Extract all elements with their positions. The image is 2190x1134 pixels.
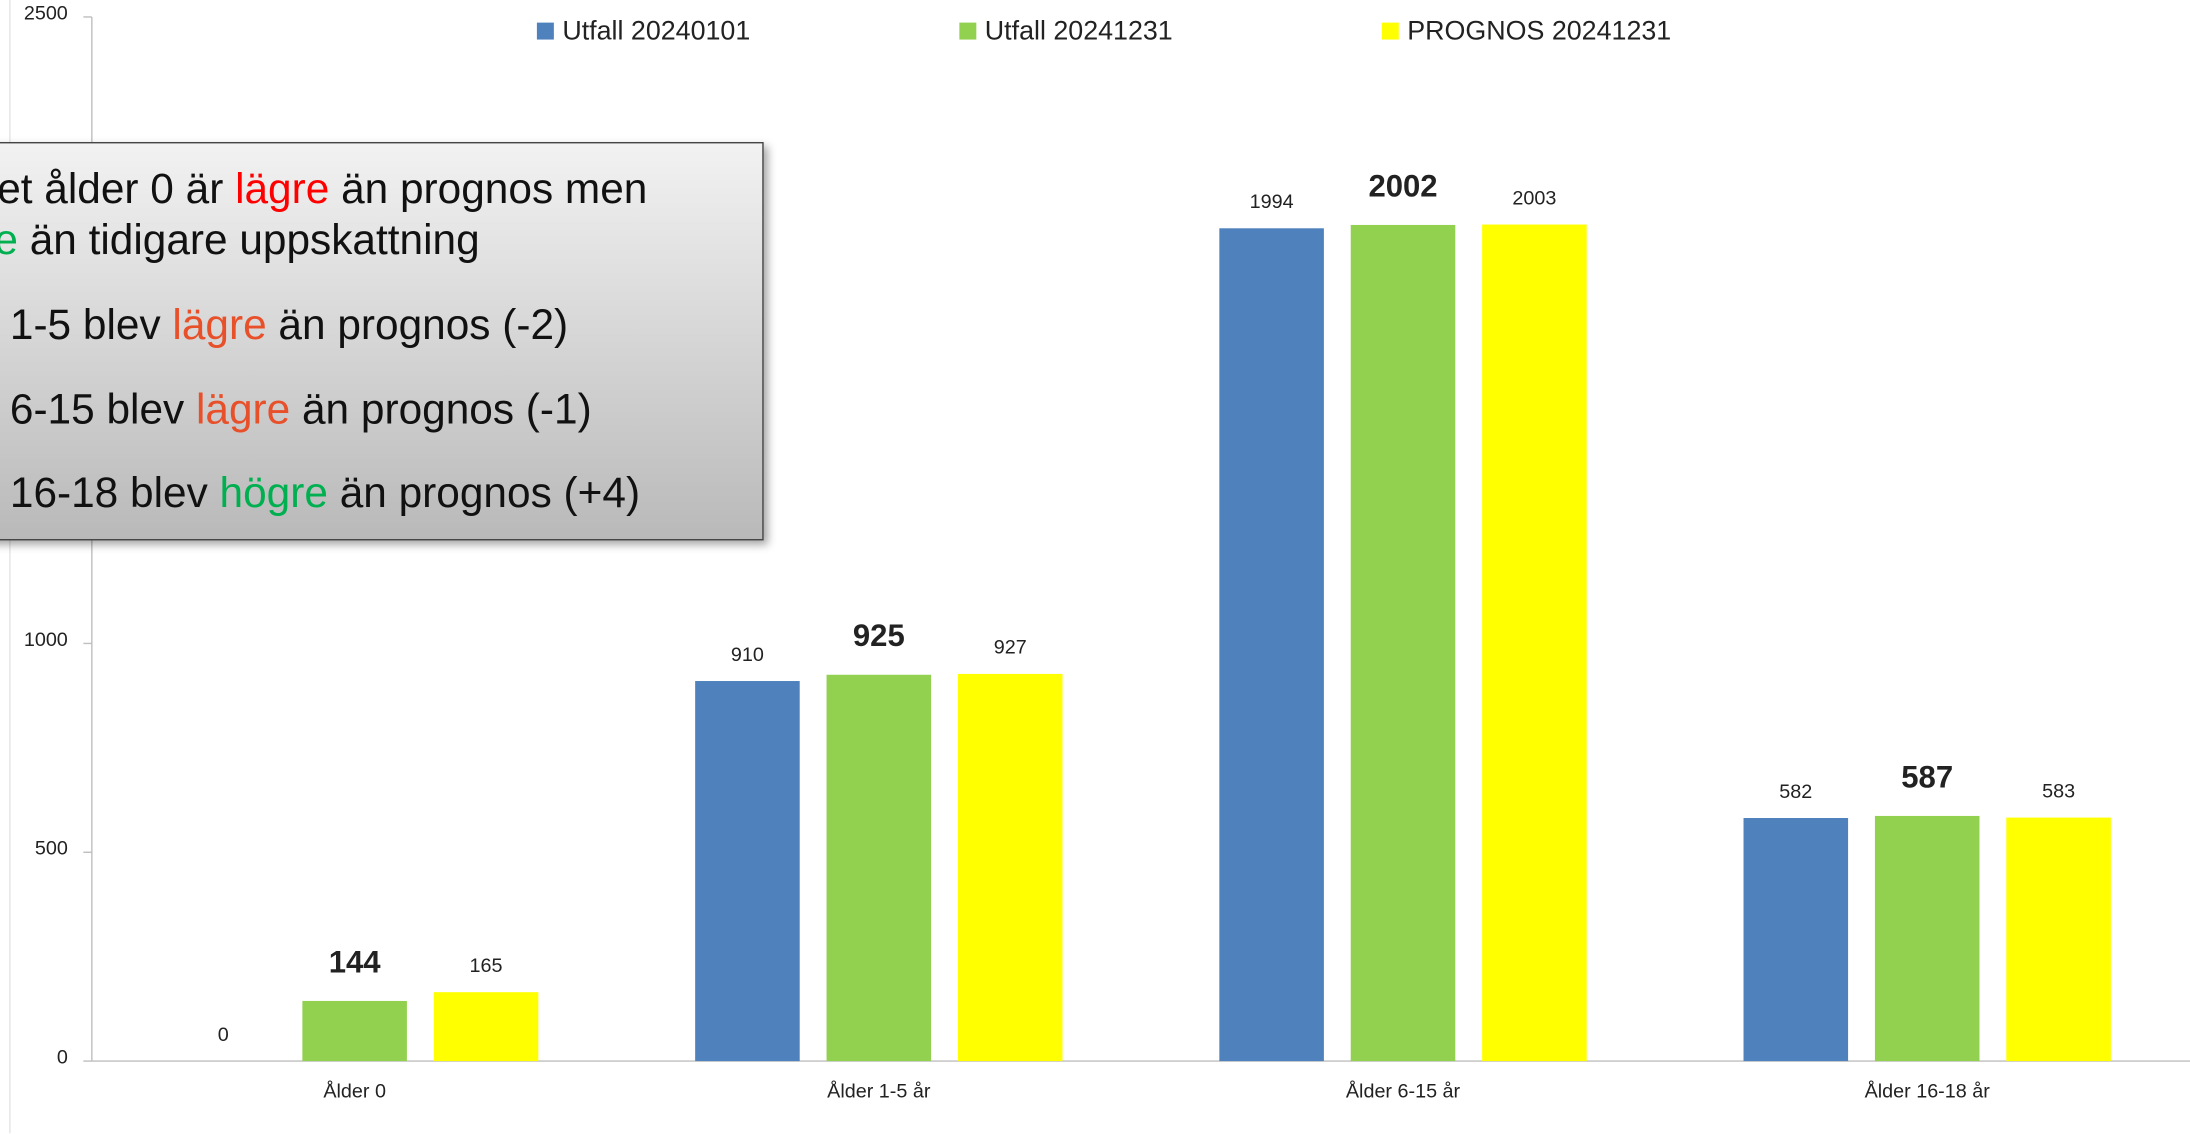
y-tick-label: 500 <box>35 838 68 860</box>
legend-label: Utfall 20240101 <box>562 16 750 46</box>
annotation-segment: än prognos (-1) <box>290 386 592 433</box>
annotation-line: 16-18 blev högre än prognos (+4) <box>10 469 640 516</box>
bar <box>2006 817 2111 1062</box>
x-tick-label: Ålder 6-15 år <box>1346 1079 1461 1102</box>
annotation-segment: 16-18 blev <box>10 469 220 516</box>
annotation-segment: lägre <box>196 386 290 433</box>
annotation-line: e än tidigare uppskattning <box>0 216 480 263</box>
legend-swatch <box>959 22 977 40</box>
bar <box>1219 228 1324 1062</box>
x-tick-label: Ålder 16-18 år <box>1865 1079 1991 1102</box>
annotation-segment: et ålder 0 är <box>0 165 235 212</box>
value-label: 2002 <box>1368 168 1437 203</box>
value-label: 582 <box>1779 781 1812 803</box>
annotation-segment: 6-15 blev <box>10 386 196 433</box>
y-tick-label: 0 <box>57 1046 68 1068</box>
annotation-segment: högre <box>220 469 328 516</box>
value-label: 910 <box>731 644 764 666</box>
bar <box>1482 224 1587 1062</box>
annotation-line: et ålder 0 är lägre än prognos men <box>0 165 647 212</box>
value-label: 0 <box>218 1024 229 1046</box>
bar <box>957 673 1063 1062</box>
bar <box>1350 224 1456 1062</box>
legend-swatch <box>536 22 554 40</box>
annotation-line: 6-15 blev lägre än prognos (-1) <box>10 386 592 433</box>
bar <box>695 681 800 1062</box>
annotation-segment: lägre <box>172 301 266 348</box>
y-tick-label: 1000 <box>24 629 68 651</box>
annotation-segment: e <box>0 216 18 263</box>
annotation-segment: än tidigare uppskattning <box>18 216 480 263</box>
value-label: 927 <box>994 637 1027 659</box>
value-label: 925 <box>853 618 905 653</box>
annotation-segment: lägre <box>235 165 329 212</box>
legend-label: PROGNOS 20241231 <box>1407 16 1671 46</box>
annotation-box <box>0 141 764 541</box>
bar <box>826 674 932 1062</box>
legend-swatch <box>1381 22 1399 40</box>
value-label: 1994 <box>1250 191 1294 213</box>
y-tick-label: 2500 <box>24 2 68 24</box>
value-label: 583 <box>2042 780 2075 802</box>
legend-label: Utfall 20241231 <box>985 16 1173 46</box>
value-label: 144 <box>329 944 382 979</box>
annotation-line: 1-5 blev lägre än prognos (-2) <box>10 301 568 348</box>
annotation-segment: än prognos men <box>329 165 647 212</box>
bar <box>1743 818 1849 1062</box>
x-tick-label: Ålder 1-5 år <box>827 1079 931 1102</box>
value-label: 587 <box>1901 759 1953 794</box>
annotation-segment: än prognos (+4) <box>328 469 640 516</box>
bar <box>433 992 539 1062</box>
bar <box>302 1000 407 1062</box>
annotation-segment: än prognos (-2) <box>267 301 569 348</box>
annotation-segment: 1-5 blev <box>10 301 173 348</box>
value-label: 165 <box>470 955 503 977</box>
bar <box>1874 815 1980 1062</box>
value-label: 2003 <box>1512 187 1556 209</box>
x-tick-label: Ålder 0 <box>323 1079 386 1102</box>
